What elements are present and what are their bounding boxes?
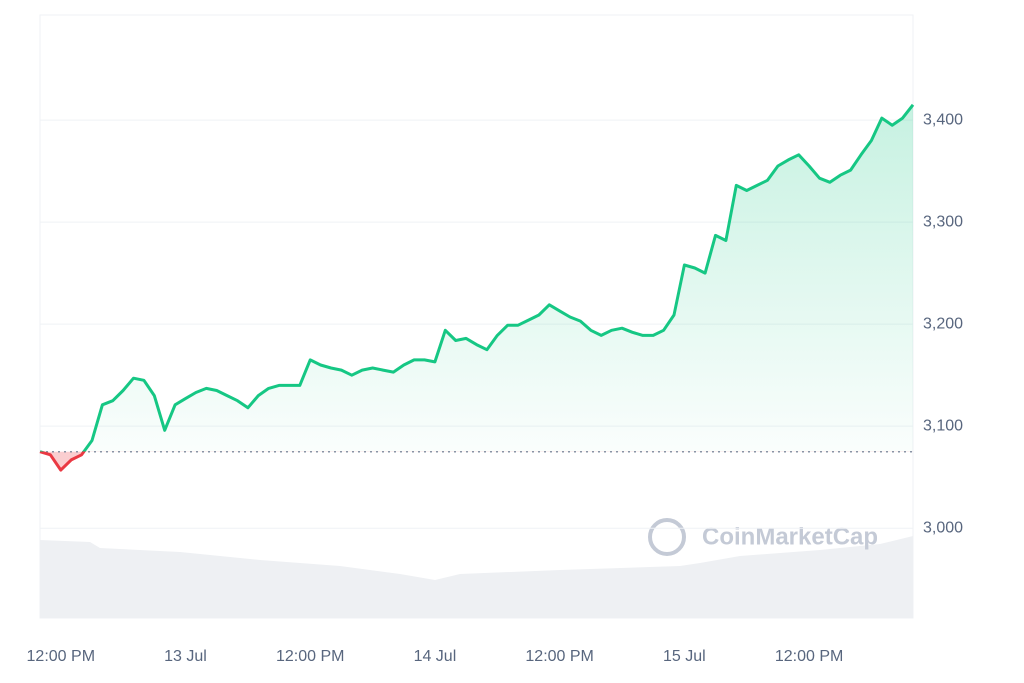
x-tick-label: 13 Jul xyxy=(164,648,207,665)
x-tick-label: 12:00 PM xyxy=(27,648,95,665)
watermark: CoinMarketCap xyxy=(648,518,878,556)
price-line xyxy=(39,103,915,472)
y-tick-label: 3,000 xyxy=(923,519,963,536)
x-tick-label: 15 Jul xyxy=(663,648,706,665)
x-tick-label: 12:00 PM xyxy=(775,648,843,665)
volume-area xyxy=(40,536,913,618)
y-tick-label: 3,400 xyxy=(923,111,963,128)
x-tick-label: 12:00 PM xyxy=(276,648,344,665)
x-tick-label: 12:00 PM xyxy=(525,648,593,665)
y-tick-label: 3,300 xyxy=(923,213,963,230)
y-tick-label: 3,100 xyxy=(923,417,963,434)
y-tick-label: 3,200 xyxy=(923,315,963,332)
watermark-logo xyxy=(648,518,686,556)
watermark-text: CoinMarketCap xyxy=(702,523,878,550)
price-area xyxy=(40,104,913,471)
x-tick-label: 14 Jul xyxy=(414,648,457,665)
